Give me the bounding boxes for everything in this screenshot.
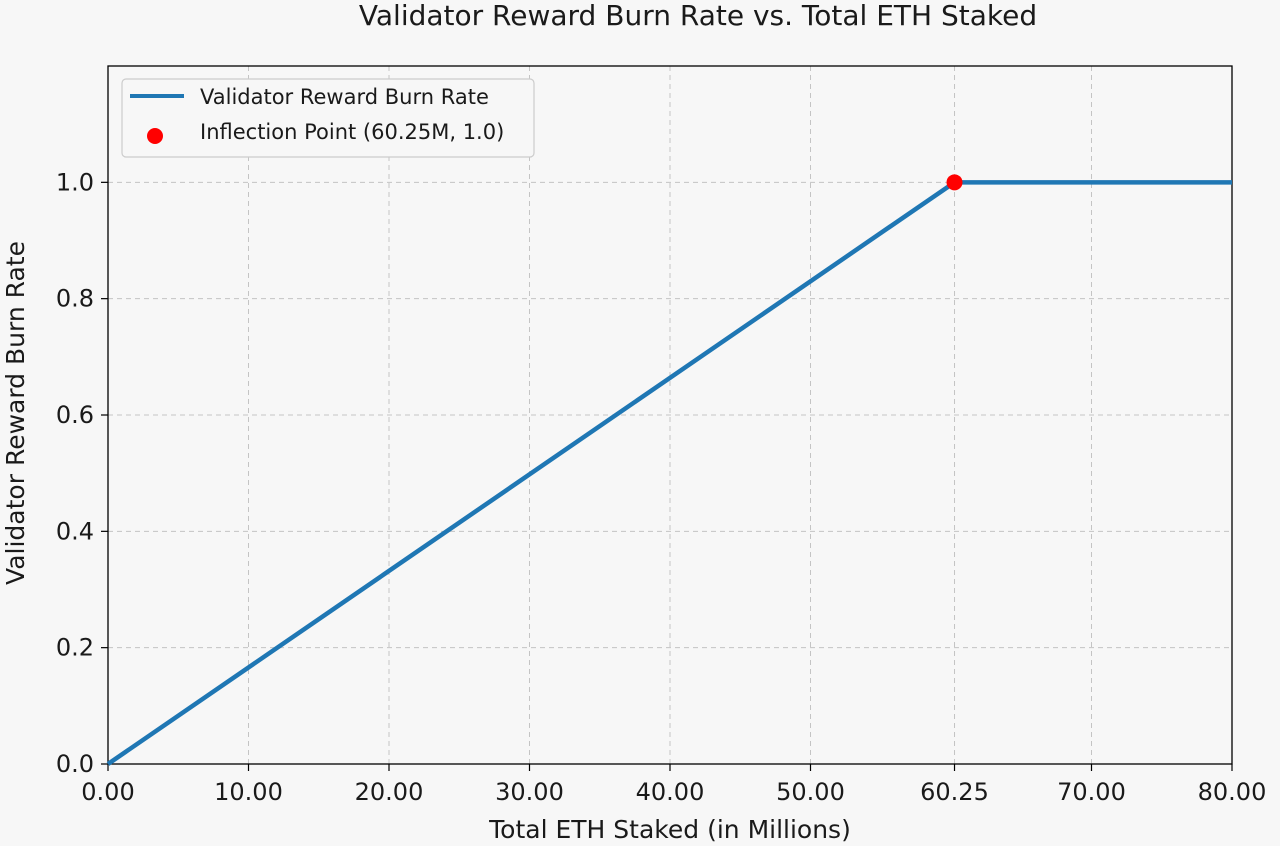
- y-tick-label: 0.2: [56, 634, 94, 662]
- chart-title: Validator Reward Burn Rate vs. Total ETH…: [359, 0, 1037, 32]
- y-tick-label: 0.4: [56, 517, 94, 545]
- x-tick-label: 30.00: [495, 778, 564, 806]
- y-axis-title: Validator Reward Burn Rate: [1, 241, 30, 585]
- x-tick-label: 20.00: [355, 778, 424, 806]
- x-tick-label: 70.00: [1057, 778, 1126, 806]
- y-tick-label: 0.8: [56, 285, 94, 313]
- x-tick-label: 40.00: [636, 778, 705, 806]
- x-tick-label: 80.00: [1198, 778, 1267, 806]
- x-tick-label: 60.25: [920, 778, 989, 806]
- legend-label-point: Inflection Point (60.25M, 1.0): [200, 120, 504, 144]
- legend-dot-swatch: [147, 128, 163, 144]
- inflection-point-marker: [946, 174, 963, 191]
- x-tick-label: 50.00: [776, 778, 845, 806]
- y-tick-label: 0.0: [56, 750, 94, 778]
- x-tick-label: 10.00: [214, 778, 283, 806]
- series-layer: [106, 174, 1232, 766]
- x-axis-title: Total ETH Staked (in Millions): [488, 815, 851, 844]
- legend-box: [121, 78, 535, 158]
- y-tick-label: 1.0: [56, 168, 94, 196]
- legend: Validator Reward Burn Rate Inflection Po…: [121, 78, 535, 158]
- ticks-layer: 0.00 10.00 20.00 30.00 40.00 50.00 60.25 70.00 8…: [56, 168, 1267, 806]
- grid-layer: [107, 66, 1233, 765]
- legend-label-line: Validator Reward Burn Rate: [200, 85, 489, 109]
- y-tick-label: 0.6: [56, 401, 94, 429]
- x-tick-label: 0.00: [81, 778, 134, 806]
